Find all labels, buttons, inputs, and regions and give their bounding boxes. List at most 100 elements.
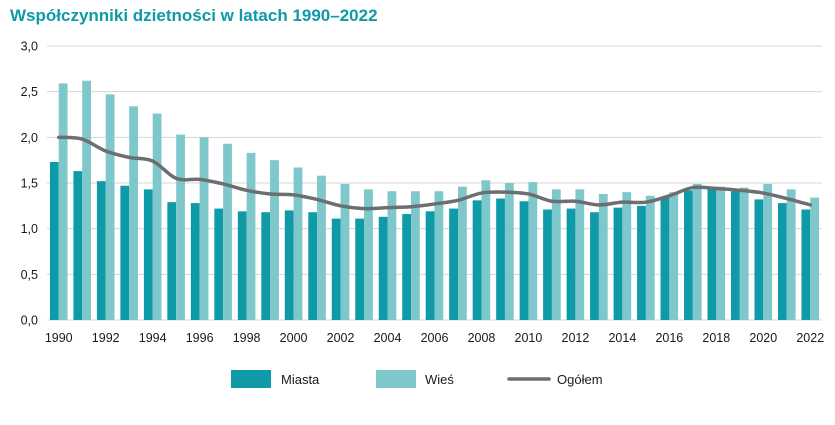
- bar-wies-2014: [622, 192, 632, 320]
- legend: Miasta Wieś Ogółem: [231, 370, 603, 388]
- y-tick-label: 0,5: [21, 268, 38, 282]
- bar-miasta-2003: [355, 218, 365, 320]
- bar-wies-2015: [645, 195, 655, 320]
- bar-miasta-2001: [308, 212, 318, 320]
- bar-wies-2005: [411, 191, 420, 320]
- x-tick-label: 1996: [186, 331, 214, 345]
- bar-miasta-2021: [777, 203, 787, 320]
- y-tick-label: 1,0: [21, 222, 38, 236]
- x-tick-label: 2008: [468, 331, 496, 345]
- y-tick-label: 1,5: [21, 177, 38, 191]
- x-tick-label: 2002: [327, 331, 355, 345]
- bar-wies-2009: [504, 183, 514, 320]
- legend-label-ogolem: Ogółem: [557, 372, 603, 387]
- x-tick-label: 2014: [608, 331, 636, 345]
- y-tick-label: 3,0: [21, 40, 38, 54]
- bar-miasta-2012: [566, 208, 576, 320]
- bar-miasta-1996: [190, 203, 200, 320]
- x-tick-label: 2010: [515, 331, 543, 345]
- bar-miasta-1993: [120, 185, 130, 320]
- bar-wies-1990: [58, 83, 68, 321]
- bar-miasta-2008: [472, 200, 482, 320]
- x-tick-label: 2016: [655, 331, 683, 345]
- bar-wies-1993: [129, 106, 138, 320]
- y-tick-label: 0,0: [21, 314, 38, 328]
- bar-wies-2022: [810, 197, 820, 320]
- bar-wies-1997: [223, 143, 232, 320]
- x-tick-label: 1998: [233, 331, 261, 345]
- bar-miasta-1998: [237, 211, 247, 320]
- bar-miasta-2017: [684, 190, 693, 320]
- bar-wies-2021: [786, 189, 796, 320]
- bar-wies-2011: [551, 189, 561, 320]
- bar-wies-2017: [692, 183, 702, 320]
- bar-miasta-2020: [754, 199, 764, 320]
- bars: [49, 80, 820, 321]
- x-tick-label: 1990: [45, 331, 73, 345]
- bar-wies-1996: [199, 137, 209, 320]
- bar-miasta-2009: [496, 198, 505, 320]
- bar-wies-1999: [270, 160, 279, 320]
- x-tick-label: 2006: [421, 331, 449, 345]
- bar-miasta-1997: [214, 208, 224, 320]
- bar-wies-1998: [246, 152, 256, 320]
- bar-miasta-2005: [402, 214, 412, 320]
- legend-swatch-miasta: [231, 370, 271, 388]
- bar-miasta-2013: [590, 212, 599, 320]
- line-ogolem: [56, 135, 813, 211]
- bar-miasta-1990: [49, 161, 59, 320]
- bar-wies-2008: [481, 180, 491, 320]
- bar-miasta-2002: [331, 218, 341, 320]
- bar-wies-2006: [434, 191, 444, 320]
- bar-miasta-2000: [284, 210, 294, 320]
- bar-miasta-1995: [167, 202, 177, 320]
- bar-miasta-1991: [73, 171, 83, 320]
- bar-miasta-2014: [613, 207, 623, 320]
- bar-miasta-2015: [637, 205, 646, 320]
- x-tick-label: 2004: [374, 331, 402, 345]
- bar-wies-1995: [176, 134, 185, 320]
- bar-wies-2004: [387, 191, 397, 320]
- bar-miasta-2007: [449, 208, 458, 320]
- legend-label-miasta: Miasta: [281, 372, 320, 387]
- bar-wies-2001: [317, 175, 326, 320]
- bar-wies-1992: [105, 94, 115, 320]
- x-axis: 1990 1992 1994 1996 1998 2000 2002 2004 2006 2008…: [45, 331, 824, 345]
- bar-miasta-2019: [731, 191, 740, 320]
- bar-miasta-2004: [378, 216, 388, 320]
- x-tick-label: 2020: [749, 331, 777, 345]
- bar-wies-2013: [598, 193, 608, 320]
- chart-title: Współczynniki dzietności w latach 1990–2…: [10, 6, 378, 25]
- bar-miasta-2018: [707, 189, 717, 320]
- bar-wies-2003: [364, 189, 373, 320]
- bar-miasta-2006: [425, 211, 435, 320]
- x-tick-label: 1994: [139, 331, 167, 345]
- bar-wies-2002: [340, 183, 350, 320]
- bar-wies-2019: [739, 187, 749, 320]
- bar-miasta-2016: [660, 197, 670, 320]
- bar-wies-2016: [669, 192, 679, 320]
- bar-miasta-2010: [519, 201, 529, 320]
- bar-wies-2010: [528, 182, 538, 320]
- bar-wies-2000: [293, 167, 303, 320]
- bar-miasta-2011: [543, 209, 552, 320]
- legend-swatch-wies: [376, 370, 416, 388]
- y-tick-label: 2,0: [21, 131, 38, 145]
- x-tick-label: 2000: [280, 331, 308, 345]
- bar-miasta-1999: [261, 212, 271, 320]
- x-tick-label: 2012: [562, 331, 590, 345]
- bar-wies-2007: [457, 186, 467, 320]
- total-line-layer: [56, 135, 813, 211]
- legend-label-wies: Wieś: [425, 372, 454, 387]
- x-tick-label: 2022: [796, 331, 824, 345]
- x-tick-label: 2018: [702, 331, 730, 345]
- bar-wies-2018: [716, 186, 726, 320]
- bar-miasta-1994: [143, 189, 153, 320]
- y-tick-label: 2,5: [21, 85, 38, 99]
- bar-wies-1994: [152, 113, 162, 320]
- bar-wies-1991: [82, 80, 92, 320]
- x-tick-label: 1992: [92, 331, 120, 345]
- bar-wies-2020: [763, 183, 773, 320]
- bar-wies-2012: [575, 189, 585, 320]
